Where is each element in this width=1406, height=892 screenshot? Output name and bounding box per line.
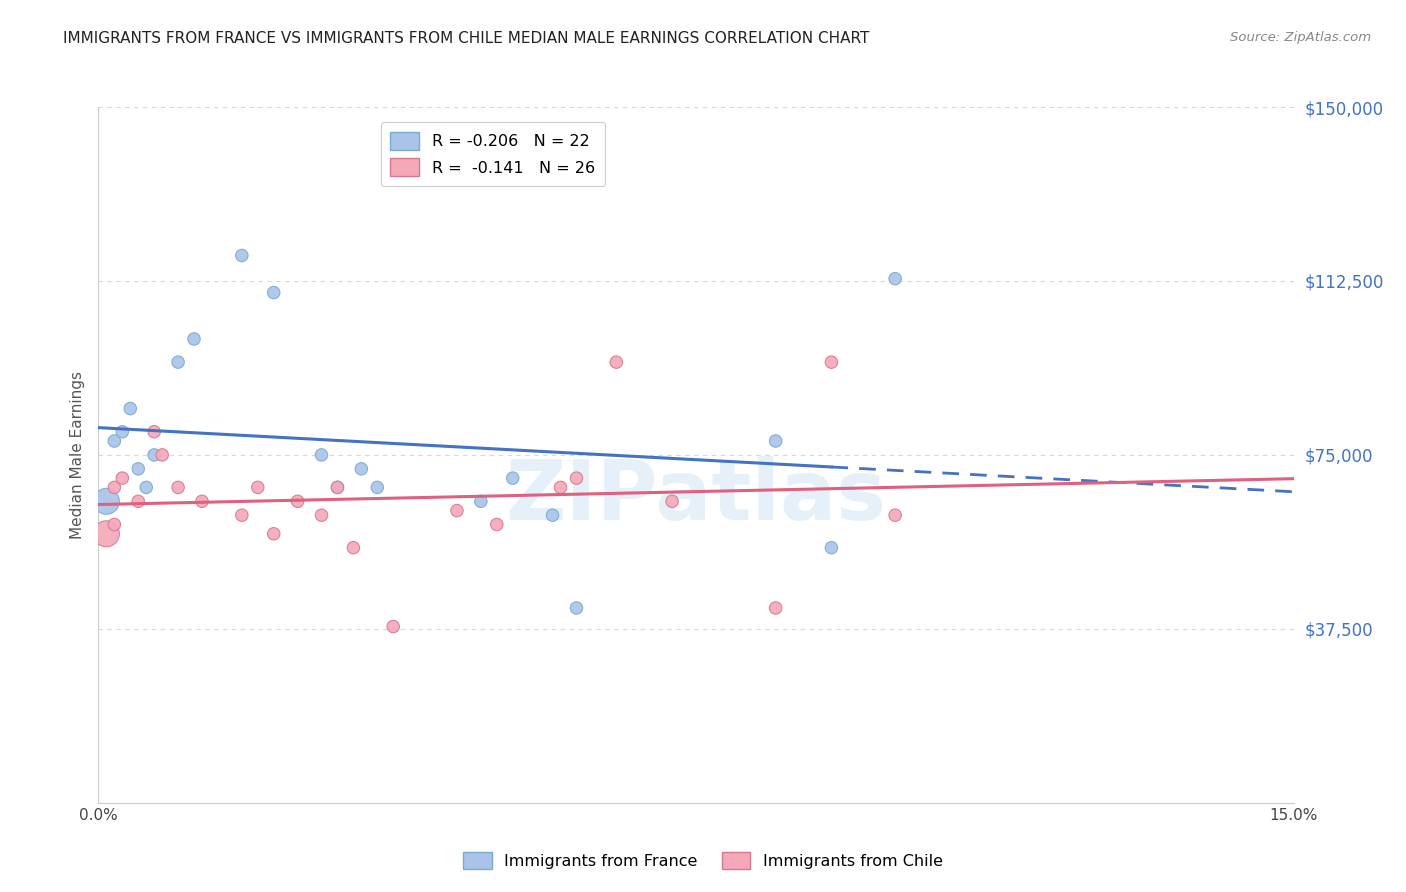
- Point: [342, 541, 364, 555]
- Point: [446, 503, 468, 517]
- Point: [765, 601, 787, 615]
- Point: [135, 480, 157, 494]
- Y-axis label: Median Male Earnings: Median Male Earnings: [69, 371, 84, 539]
- Point: [565, 471, 588, 485]
- Legend: Immigrants from France, Immigrants from Chile: Immigrants from France, Immigrants from …: [457, 846, 949, 875]
- Point: [382, 619, 405, 633]
- Point: [183, 332, 205, 346]
- Point: [820, 541, 842, 555]
- Text: ZIPatlas: ZIPatlas: [506, 456, 886, 537]
- Point: [661, 494, 683, 508]
- Legend: R = -0.206   N = 22, R =  -0.141   N = 26: R = -0.206 N = 22, R = -0.141 N = 26: [381, 122, 605, 186]
- Point: [565, 601, 588, 615]
- Point: [96, 526, 118, 541]
- Point: [103, 480, 125, 494]
- Point: [541, 508, 564, 523]
- Point: [366, 480, 388, 494]
- Point: [103, 434, 125, 448]
- Point: [191, 494, 214, 508]
- Point: [326, 480, 349, 494]
- Point: [127, 494, 149, 508]
- Point: [263, 285, 285, 300]
- Point: [111, 471, 134, 485]
- Point: [326, 480, 349, 494]
- Point: [246, 480, 269, 494]
- Point: [167, 355, 190, 369]
- Point: [884, 271, 907, 285]
- Point: [143, 448, 166, 462]
- Point: [167, 480, 190, 494]
- Point: [311, 448, 333, 462]
- Point: [485, 517, 508, 532]
- Point: [120, 401, 142, 416]
- Point: [502, 471, 524, 485]
- Point: [350, 462, 373, 476]
- Point: [103, 517, 125, 532]
- Point: [231, 248, 253, 262]
- Point: [820, 355, 842, 369]
- Point: [143, 425, 166, 439]
- Text: Source: ZipAtlas.com: Source: ZipAtlas.com: [1230, 31, 1371, 45]
- Point: [150, 448, 173, 462]
- Point: [127, 462, 149, 476]
- Point: [765, 434, 787, 448]
- Point: [263, 526, 285, 541]
- Point: [605, 355, 627, 369]
- Point: [550, 480, 572, 494]
- Point: [470, 494, 492, 508]
- Point: [96, 494, 118, 508]
- Point: [231, 508, 253, 523]
- Point: [287, 494, 309, 508]
- Point: [884, 508, 907, 523]
- Point: [111, 425, 134, 439]
- Text: IMMIGRANTS FROM FRANCE VS IMMIGRANTS FROM CHILE MEDIAN MALE EARNINGS CORRELATION: IMMIGRANTS FROM FRANCE VS IMMIGRANTS FRO…: [63, 31, 870, 46]
- Point: [311, 508, 333, 523]
